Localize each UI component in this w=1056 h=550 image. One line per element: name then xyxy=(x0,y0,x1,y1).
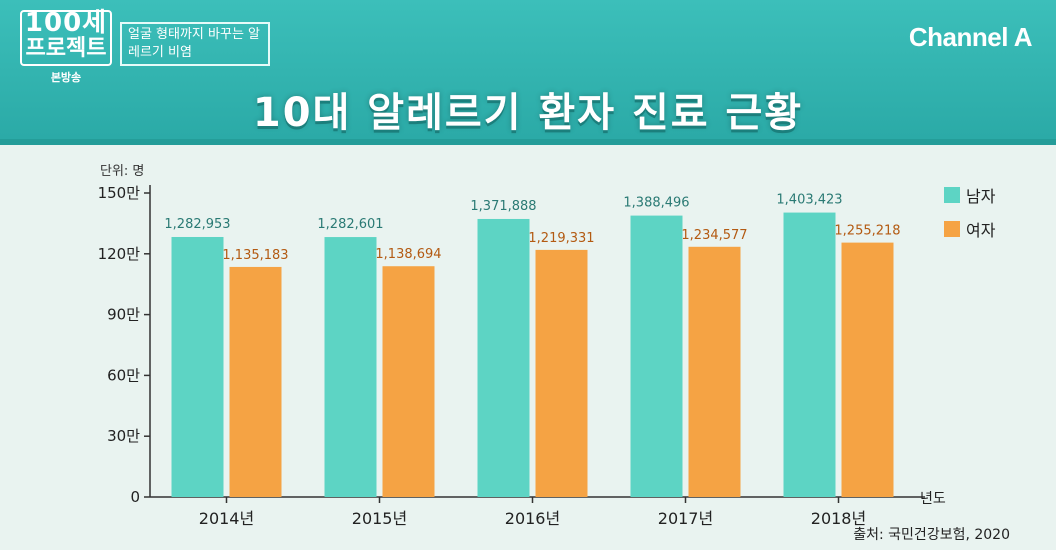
bar-male xyxy=(783,212,836,497)
legend-swatch-male xyxy=(944,187,960,203)
data-label-male: 1,282,601 xyxy=(317,217,383,232)
bar-chart: 0 30만 60만 90만 120만 150만 1,282,953 1,135,183 2014… xyxy=(98,184,925,528)
bar-female xyxy=(535,249,588,497)
logo-line-3: 본방송 xyxy=(50,71,82,84)
data-label-male: 1,388,496 xyxy=(623,196,689,211)
bar-female xyxy=(688,246,741,497)
unit-label: 단위: 명 xyxy=(100,164,145,179)
data-label-male: 1,371,888 xyxy=(470,199,536,214)
data-label-female: 1,138,694 xyxy=(375,247,441,262)
x-tick-label: 2014년 xyxy=(199,509,254,528)
x-axis-name: 년도 xyxy=(920,491,946,507)
y-tick-label: 120만 xyxy=(98,245,141,263)
y-tick-label: 60만 xyxy=(107,366,140,384)
bar-male xyxy=(324,237,377,497)
x-tick-label: 2015년 xyxy=(352,509,407,528)
channel-brand-logo: Channel A xyxy=(908,22,1033,52)
data-label-female: 1,234,577 xyxy=(681,228,747,243)
bar-female xyxy=(382,266,435,497)
y-tick-label: 0 xyxy=(130,488,140,506)
legend-item-female: 여자 xyxy=(944,217,995,241)
bar-female xyxy=(229,266,282,497)
x-tick-label: 2016년 xyxy=(505,509,560,528)
data-label-male: 1,282,953 xyxy=(164,217,230,232)
x-tick-label: 2018년 xyxy=(811,509,866,528)
legend: 남자 여자 xyxy=(944,183,995,251)
legend-item-male: 남자 xyxy=(944,183,995,207)
data-label-female: 1,219,331 xyxy=(528,231,594,246)
logo-line-1: 100세 xyxy=(24,8,108,38)
x-tick-label: 2017년 xyxy=(658,509,713,528)
bar-male xyxy=(477,218,530,497)
logo-line-2: 프로젝트 xyxy=(25,36,107,61)
y-tick-label: 30만 xyxy=(107,427,140,445)
chart-title: 10대 알레르기 환자 진료 근황 xyxy=(252,90,804,136)
data-label-female: 1,255,218 xyxy=(834,224,900,239)
bar-male xyxy=(630,215,683,497)
episode-subtitle: 얼굴 형태까지 바꾸는 알레르기 비염 xyxy=(120,22,270,66)
y-tick-label: 90만 xyxy=(107,306,140,324)
program-logo: 100세 프로젝트 본방송 xyxy=(20,8,112,84)
data-label-female: 1,135,183 xyxy=(222,248,288,263)
legend-label-male: 남자 xyxy=(966,187,996,206)
bar-male xyxy=(171,236,224,497)
program-logo-frame xyxy=(20,10,112,66)
header-banner: 100세 프로젝트 본방송 얼굴 형태까지 바꾸는 알레르기 비염 Channe… xyxy=(0,0,1056,145)
legend-swatch-female xyxy=(944,221,960,237)
y-tick-label: 150만 xyxy=(98,184,141,202)
legend-label-female: 여자 xyxy=(966,221,996,240)
source-note: 출처: 국민건강보험, 2020 xyxy=(853,527,1010,543)
data-label-male: 1,403,423 xyxy=(776,193,842,208)
bar-female xyxy=(841,242,894,497)
